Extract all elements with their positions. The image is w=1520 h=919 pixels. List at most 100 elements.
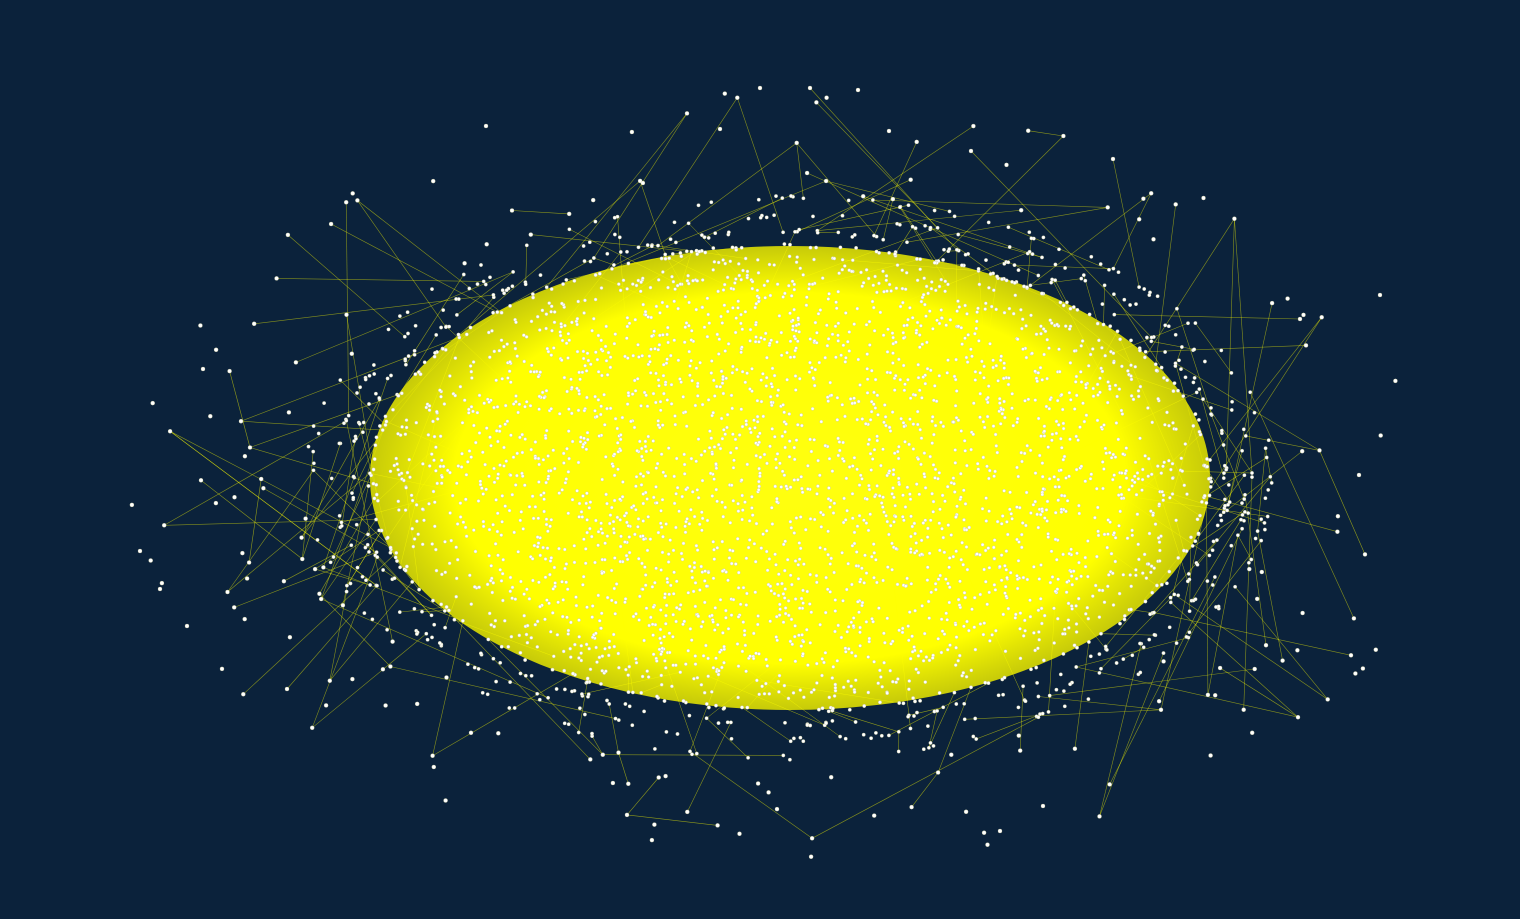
graph-node[interactable] — [646, 675, 651, 679]
graph-node[interactable] — [589, 362, 593, 367]
graph-node[interactable] — [437, 641, 442, 645]
graph-node[interactable] — [723, 432, 728, 437]
graph-node[interactable] — [1162, 460, 1166, 465]
graph-node[interactable] — [1076, 596, 1081, 601]
graph-node[interactable] — [740, 705, 744, 710]
graph-node[interactable] — [1114, 661, 1119, 665]
graph-node[interactable] — [700, 528, 704, 533]
graph-node[interactable] — [926, 599, 931, 604]
graph-node[interactable] — [329, 476, 334, 481]
graph-node[interactable] — [963, 502, 968, 506]
graph-node[interactable] — [873, 274, 877, 279]
graph-node[interactable] — [690, 575, 695, 580]
graph-node[interactable] — [908, 492, 912, 496]
graph-node[interactable] — [985, 464, 989, 469]
graph-node[interactable] — [1167, 458, 1171, 463]
graph-node[interactable] — [582, 408, 587, 413]
graph-node[interactable] — [770, 384, 775, 389]
graph-node[interactable] — [535, 535, 540, 539]
graph-node[interactable] — [1059, 493, 1064, 498]
graph-node[interactable] — [618, 250, 623, 254]
graph-node[interactable] — [1152, 610, 1156, 615]
graph-node[interactable] — [886, 565, 890, 569]
graph-node[interactable] — [636, 245, 641, 250]
graph-node[interactable] — [627, 664, 632, 669]
graph-node[interactable] — [900, 286, 905, 291]
graph-node[interactable] — [953, 663, 958, 667]
graph-node[interactable] — [683, 294, 688, 299]
graph-node[interactable] — [907, 679, 912, 683]
graph-node[interactable] — [579, 651, 583, 655]
graph-node[interactable] — [430, 542, 435, 546]
graph-node[interactable] — [949, 480, 954, 485]
graph-node[interactable] — [625, 287, 629, 291]
graph-node[interactable] — [1221, 443, 1226, 447]
graph-node[interactable] — [536, 456, 541, 461]
graph-node[interactable] — [808, 517, 813, 521]
graph-node[interactable] — [581, 494, 585, 498]
graph-node[interactable] — [836, 453, 841, 458]
graph-node[interactable] — [959, 471, 963, 476]
graph-node[interactable] — [881, 495, 885, 500]
graph-node[interactable] — [1181, 394, 1186, 398]
graph-node[interactable] — [1041, 235, 1046, 240]
graph-node[interactable] — [344, 418, 349, 423]
graph-node[interactable] — [607, 653, 611, 658]
graph-node[interactable] — [515, 451, 520, 456]
graph-node[interactable] — [1263, 643, 1269, 648]
graph-node[interactable] — [1161, 498, 1165, 503]
graph-node[interactable] — [1054, 419, 1059, 424]
graph-node[interactable] — [844, 650, 848, 654]
graph-node[interactable] — [872, 660, 876, 664]
graph-node[interactable] — [647, 623, 651, 628]
graph-node[interactable] — [1192, 375, 1197, 380]
graph-node[interactable] — [1158, 707, 1164, 712]
graph-node[interactable] — [495, 405, 500, 409]
graph-node[interactable] — [972, 401, 976, 406]
graph-node[interactable] — [913, 551, 917, 555]
graph-node[interactable] — [897, 701, 902, 705]
graph-node[interactable] — [702, 325, 707, 330]
graph-node[interactable] — [1074, 665, 1079, 669]
graph-node[interactable] — [752, 542, 757, 546]
graph-node[interactable] — [958, 579, 962, 584]
graph-node[interactable] — [799, 596, 804, 601]
graph-node[interactable] — [844, 311, 848, 315]
graph-node[interactable] — [939, 617, 944, 622]
graph-node[interactable] — [614, 600, 618, 605]
graph-node[interactable] — [1157, 559, 1162, 563]
graph-node[interactable] — [817, 360, 822, 365]
graph-node[interactable] — [778, 658, 783, 662]
graph-node[interactable] — [914, 667, 919, 672]
graph-node[interactable] — [859, 270, 863, 275]
graph-node[interactable] — [714, 703, 718, 708]
graph-node[interactable] — [579, 644, 584, 648]
graph-node[interactable] — [1010, 391, 1015, 396]
graph-node[interactable] — [403, 362, 408, 367]
graph-node[interactable] — [863, 553, 867, 558]
graph-node[interactable] — [500, 288, 505, 293]
graph-node[interactable] — [841, 343, 846, 348]
graph-node[interactable] — [639, 280, 643, 285]
graph-node[interactable] — [842, 459, 846, 463]
graph-node[interactable] — [306, 444, 311, 449]
graph-node[interactable] — [956, 418, 961, 423]
graph-node[interactable] — [490, 590, 495, 595]
graph-node[interactable] — [303, 516, 308, 521]
graph-node[interactable] — [672, 501, 677, 506]
graph-node[interactable] — [363, 545, 368, 550]
graph-node[interactable] — [770, 427, 775, 431]
graph-node[interactable] — [420, 507, 425, 511]
graph-node[interactable] — [947, 600, 952, 605]
graph-node[interactable] — [516, 410, 520, 415]
graph-node[interactable] — [634, 657, 638, 661]
graph-node[interactable] — [1088, 476, 1093, 481]
graph-node[interactable] — [944, 611, 949, 616]
graph-node[interactable] — [1023, 629, 1027, 633]
graph-node[interactable] — [992, 538, 997, 542]
graph-node[interactable] — [319, 596, 324, 602]
graph-node[interactable] — [157, 586, 163, 592]
graph-node[interactable] — [684, 519, 688, 524]
graph-node[interactable] — [755, 398, 760, 403]
graph-node[interactable] — [1014, 612, 1018, 617]
